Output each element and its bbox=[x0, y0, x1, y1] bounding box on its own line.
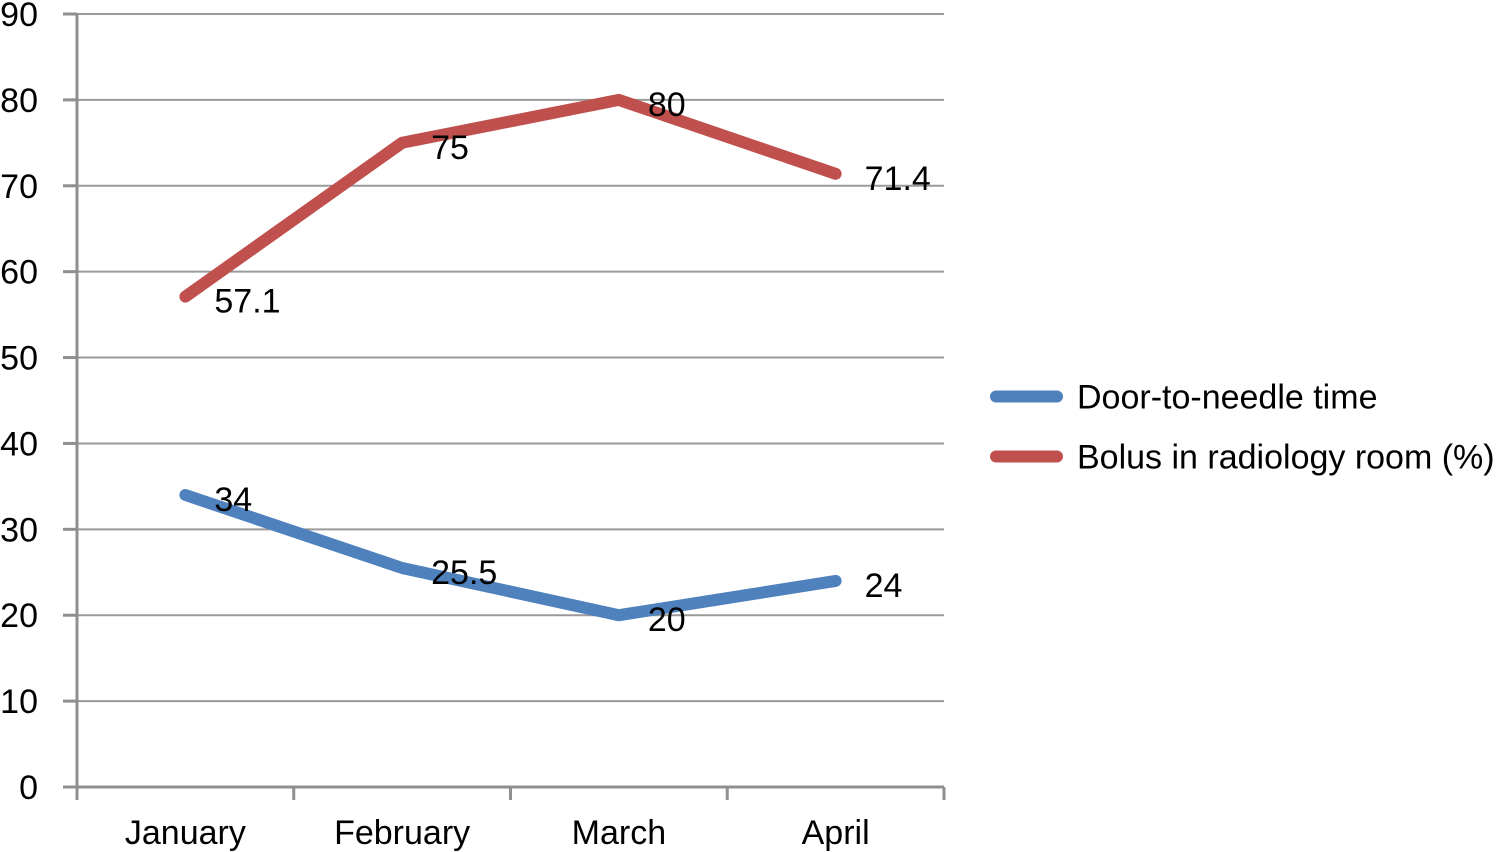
y-axis-tick-label-50: 50 bbox=[0, 340, 38, 378]
data-label-bolus-in-radiology-room-january: 57.1 bbox=[214, 283, 280, 321]
y-axis-tick-label-90: 90 bbox=[0, 0, 38, 34]
y-axis-tick-label-60: 60 bbox=[0, 254, 38, 292]
data-label-door-to-needle-time-march: 20 bbox=[648, 601, 686, 639]
x-axis-label-march: March bbox=[572, 814, 666, 852]
data-label-door-to-needle-time-february: 25.5 bbox=[431, 554, 497, 592]
legend-swatch-door-to-needle-time bbox=[990, 390, 1063, 403]
legend-label-door-to-needle-time: Door-to-needle time bbox=[1077, 379, 1377, 417]
y-axis-tick-label-0: 0 bbox=[19, 769, 38, 807]
y-axis-tick-label-70: 70 bbox=[0, 168, 38, 206]
series-line-door-to-needle-time bbox=[179, 489, 842, 622]
y-axis-tick-label-10: 10 bbox=[0, 683, 38, 721]
data-label-bolus-in-radiology-room-march: 80 bbox=[648, 86, 686, 124]
legend: Door-to-needle time Bolus in radiology ro… bbox=[990, 379, 1495, 477]
data-label-door-to-needle-time-january: 34 bbox=[214, 481, 252, 519]
data-label-bolus-in-radiology-room-february: 75 bbox=[431, 129, 469, 167]
series-line-bolus-in-radiology-room bbox=[179, 93, 842, 303]
y-axis-tick-label-30: 30 bbox=[0, 511, 38, 549]
legend-label-bolus-in-radiology-room: Bolus in radiology room (%) bbox=[1077, 439, 1495, 477]
legend-swatch-bolus-in-radiology-room bbox=[990, 450, 1063, 463]
data-label-door-to-needle-time-april: 24 bbox=[865, 567, 903, 605]
y-axis-tick-label-80: 80 bbox=[0, 82, 38, 120]
x-axis-label-february: February bbox=[334, 814, 470, 852]
legend-item-door-to-needle-time: Door-to-needle time bbox=[990, 379, 1377, 417]
y-axis-tick-label-40: 40 bbox=[0, 425, 38, 463]
x-axis-label-april: April bbox=[802, 814, 870, 852]
legend-item-bolus-in-radiology-room: Bolus in radiology room (%) bbox=[990, 439, 1495, 477]
x-axis-label-january: January bbox=[125, 814, 246, 852]
y-axis-tick-label-20: 20 bbox=[0, 597, 38, 635]
data-label-bolus-in-radiology-room-april: 71.4 bbox=[865, 160, 931, 198]
